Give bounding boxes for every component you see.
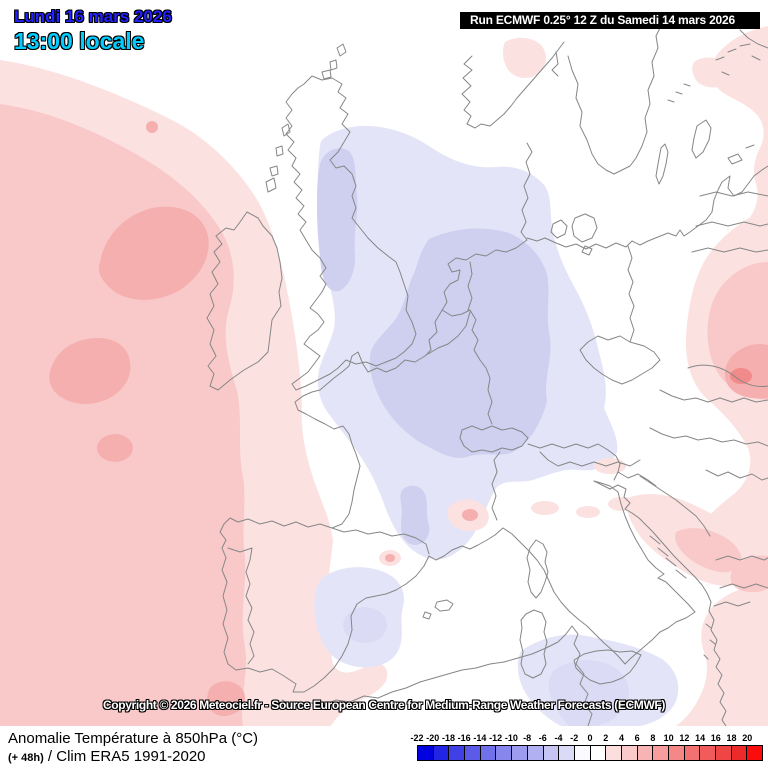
norway-coast xyxy=(461,41,565,129)
coastlines-and-borders xyxy=(206,25,768,726)
danish-islands xyxy=(550,213,598,256)
corsica-coast xyxy=(526,539,549,599)
central-europe-negative-anomaly xyxy=(314,125,679,726)
valid-hour-label: 13:00 locale xyxy=(14,27,145,54)
colorbar-tick-label: -2 xyxy=(570,733,579,743)
copyright-line: Copyright © 2026 Meteociel.fr - Source E… xyxy=(102,698,666,712)
colorbar-tick-label: -14 xyxy=(473,733,487,743)
colorbar-cell xyxy=(526,745,544,761)
ireland-coast xyxy=(206,211,283,391)
balearic-islands xyxy=(422,599,454,620)
colorbar-tick-label: -6 xyxy=(538,733,547,743)
dalmatian-islands xyxy=(649,535,716,660)
gotland-oland-islands xyxy=(655,119,712,185)
valid-time-block: Lundi 16 mars 2026 13:00 locale xyxy=(14,7,172,54)
colorbar-tick-label: 16 xyxy=(710,733,721,743)
colorbar-cell xyxy=(589,745,607,761)
colorbar-tick-label: -16 xyxy=(457,733,471,743)
colorbar-tick-label: 4 xyxy=(618,733,624,743)
colorbar-tick-label: -20 xyxy=(426,733,440,743)
colorbar-labels: -22 -20 -18 -16 -14 -12 -10 -8 -6 -4 -2 0 2 4 6 8 10 12 14… xyxy=(410,733,763,744)
temperature-colorbar: -22 -20 -18 -16 -14 -12 -10 -8 -6 -4 -2 0 2 4 6 8 10 12 14… xyxy=(410,733,764,762)
model-run-banner: Run ECMWF 0.25° 12 Z du Samedi 14 mars 2… xyxy=(460,12,760,29)
italy-coast xyxy=(502,480,696,665)
colorbar-cell xyxy=(636,745,654,761)
lead-time-label: (+ 48h) xyxy=(8,752,44,764)
scottish-islands xyxy=(265,43,347,193)
colorbar-cell xyxy=(605,745,622,761)
north-africa-coast xyxy=(281,625,593,726)
colorbar-cell xyxy=(746,745,764,761)
colorbar-cell xyxy=(558,745,575,761)
sardinia-coast xyxy=(519,609,548,679)
legend-bar: Anomalie Température à 850hPa (°C) (+ 48… xyxy=(0,726,768,768)
colorbar-cell xyxy=(668,745,685,761)
colorbar-cell xyxy=(715,745,732,761)
adriatic-balkan-coast xyxy=(593,480,727,726)
map-svg xyxy=(0,25,768,726)
colorbar-tick-label: 18 xyxy=(726,733,737,743)
colorbar-cell xyxy=(432,745,450,761)
colorbar-cell xyxy=(542,745,560,761)
colorbar-tick-label: 2 xyxy=(603,733,609,743)
baltic-south-coast xyxy=(544,144,768,250)
colorbar-cell xyxy=(448,745,466,761)
colorbar-cell xyxy=(511,745,528,761)
colorbar-tick-label: 14 xyxy=(695,733,706,743)
colorbar-cell xyxy=(683,745,701,761)
colorbar-cell xyxy=(730,745,748,761)
colorbar-cell xyxy=(620,745,638,761)
colorbar-tick-label: -4 xyxy=(554,733,563,743)
colorbar-tick-label: 10 xyxy=(663,733,674,743)
finland-aland-coast xyxy=(715,29,768,76)
colorbar-tick-label: -10 xyxy=(504,733,518,743)
colorbar-cells xyxy=(417,745,764,761)
sicily-coast xyxy=(573,649,642,685)
colorbar-tick-label: 8 xyxy=(650,733,656,743)
colorbar-cell xyxy=(417,745,434,761)
west-europe-coast xyxy=(219,142,533,693)
great-britain-coast xyxy=(285,75,417,391)
colorbar-cell xyxy=(652,745,669,761)
eastern-europe-positive-anomaly xyxy=(502,26,768,726)
colorbar-cell xyxy=(699,745,717,761)
colorbar-cell xyxy=(495,745,513,761)
colorbar-tick-label: -18 xyxy=(441,733,455,743)
colorbar-cell xyxy=(573,745,591,761)
country-borders xyxy=(227,191,768,665)
climatology-label: / Clim ERA5 1991-2020 xyxy=(43,748,206,765)
colorbar-tick-label: -12 xyxy=(489,733,503,743)
colorbar-tick-label: 0 xyxy=(587,733,593,743)
colorbar-cell xyxy=(464,745,481,761)
colorbar-tick-label: -22 xyxy=(410,733,424,743)
europe-anomaly-map: Copyright © 2026 Meteociel.fr - Source E… xyxy=(0,25,768,726)
colorbar-cell xyxy=(479,745,497,761)
map-title: Anomalie Température à 850hPa (°C) xyxy=(8,730,259,747)
colorbar-tick-label: 6 xyxy=(634,733,640,743)
colorbar-tick-label: 12 xyxy=(679,733,690,743)
valid-date-label: Lundi 16 mars 2026 xyxy=(14,7,172,26)
atlantic-positive-anomaly xyxy=(0,60,388,726)
map-subtitle: (+ 48h) / Clim ERA5 1991-2020 xyxy=(8,748,206,765)
colorbar-tick-label: -8 xyxy=(523,733,532,743)
colorbar-tick-label: 20 xyxy=(742,733,753,743)
sweden-coast xyxy=(567,25,691,175)
